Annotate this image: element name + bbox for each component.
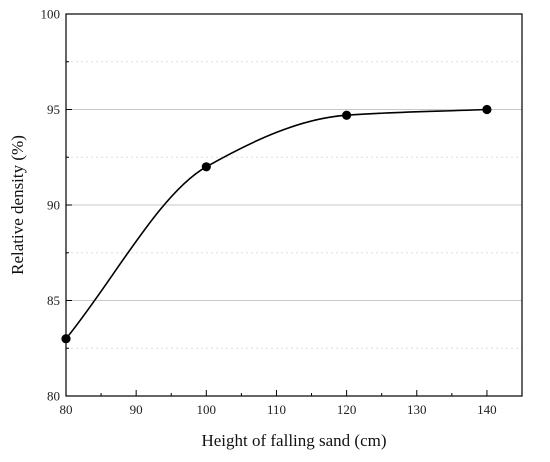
data-point — [201, 162, 211, 172]
x-tick-label: 100 — [197, 402, 217, 417]
x-tick-label: 140 — [477, 402, 497, 417]
x-tick-label: 130 — [407, 402, 427, 417]
y-tick-label: 85 — [47, 293, 60, 308]
data-point — [482, 104, 492, 115]
data-points — [61, 104, 492, 344]
y-tick-label: 95 — [47, 102, 60, 117]
grid-lines — [66, 61, 522, 349]
x-tick-label: 80 — [60, 402, 73, 417]
axis-ticks: 80 85 90 95 100 80 90 100 110 120 130 140 — [41, 7, 497, 418]
y-axis-label: Relative density (%) — [8, 135, 27, 275]
y-tick-label: 90 — [47, 198, 60, 213]
series-line — [65, 108, 487, 340]
series-curve-group — [65, 108, 487, 340]
x-tick-label: 90 — [130, 402, 143, 417]
x-axis-label: Height of falling sand (cm) — [201, 431, 386, 450]
y-tick-label: 80 — [47, 389, 60, 404]
x-tick-label: 120 — [337, 402, 357, 417]
y-tick-label: 100 — [41, 7, 61, 22]
x-tick-label: 110 — [267, 402, 286, 417]
data-point — [342, 110, 352, 120]
